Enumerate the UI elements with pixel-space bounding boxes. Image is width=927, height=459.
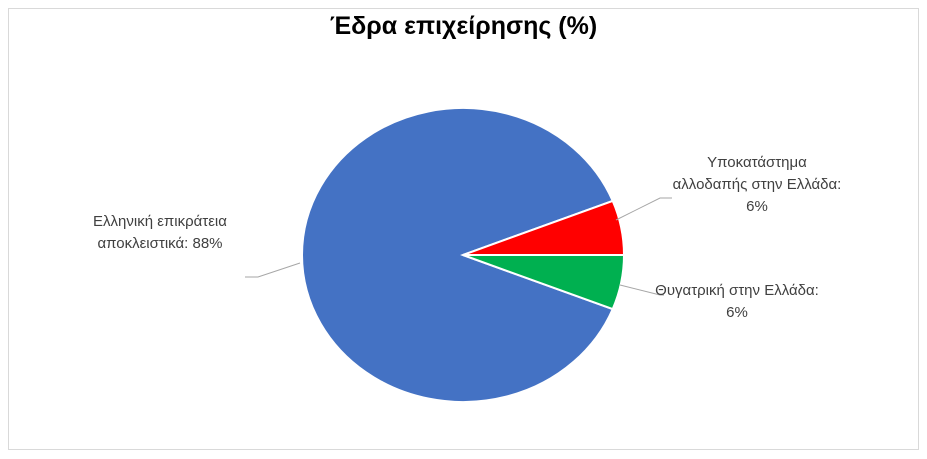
- data-label: Ελληνική επικράτεια αποκλειστικά: 88%: [93, 213, 227, 252]
- chart-title: Έδρα επιχείρησης (%): [329, 12, 598, 40]
- data-label: Υποκατάστημα αλλοδαπής στην Ελλάδα: 6%: [672, 154, 842, 215]
- pie-slice: [301, 107, 615, 403]
- leader-line: [619, 284, 664, 296]
- leader-line: [615, 197, 672, 221]
- leader-line: [245, 262, 301, 278]
- pie-slice: [462, 254, 626, 311]
- data-label: Θυγατρική στην Ελλάδα: 6%: [655, 282, 819, 321]
